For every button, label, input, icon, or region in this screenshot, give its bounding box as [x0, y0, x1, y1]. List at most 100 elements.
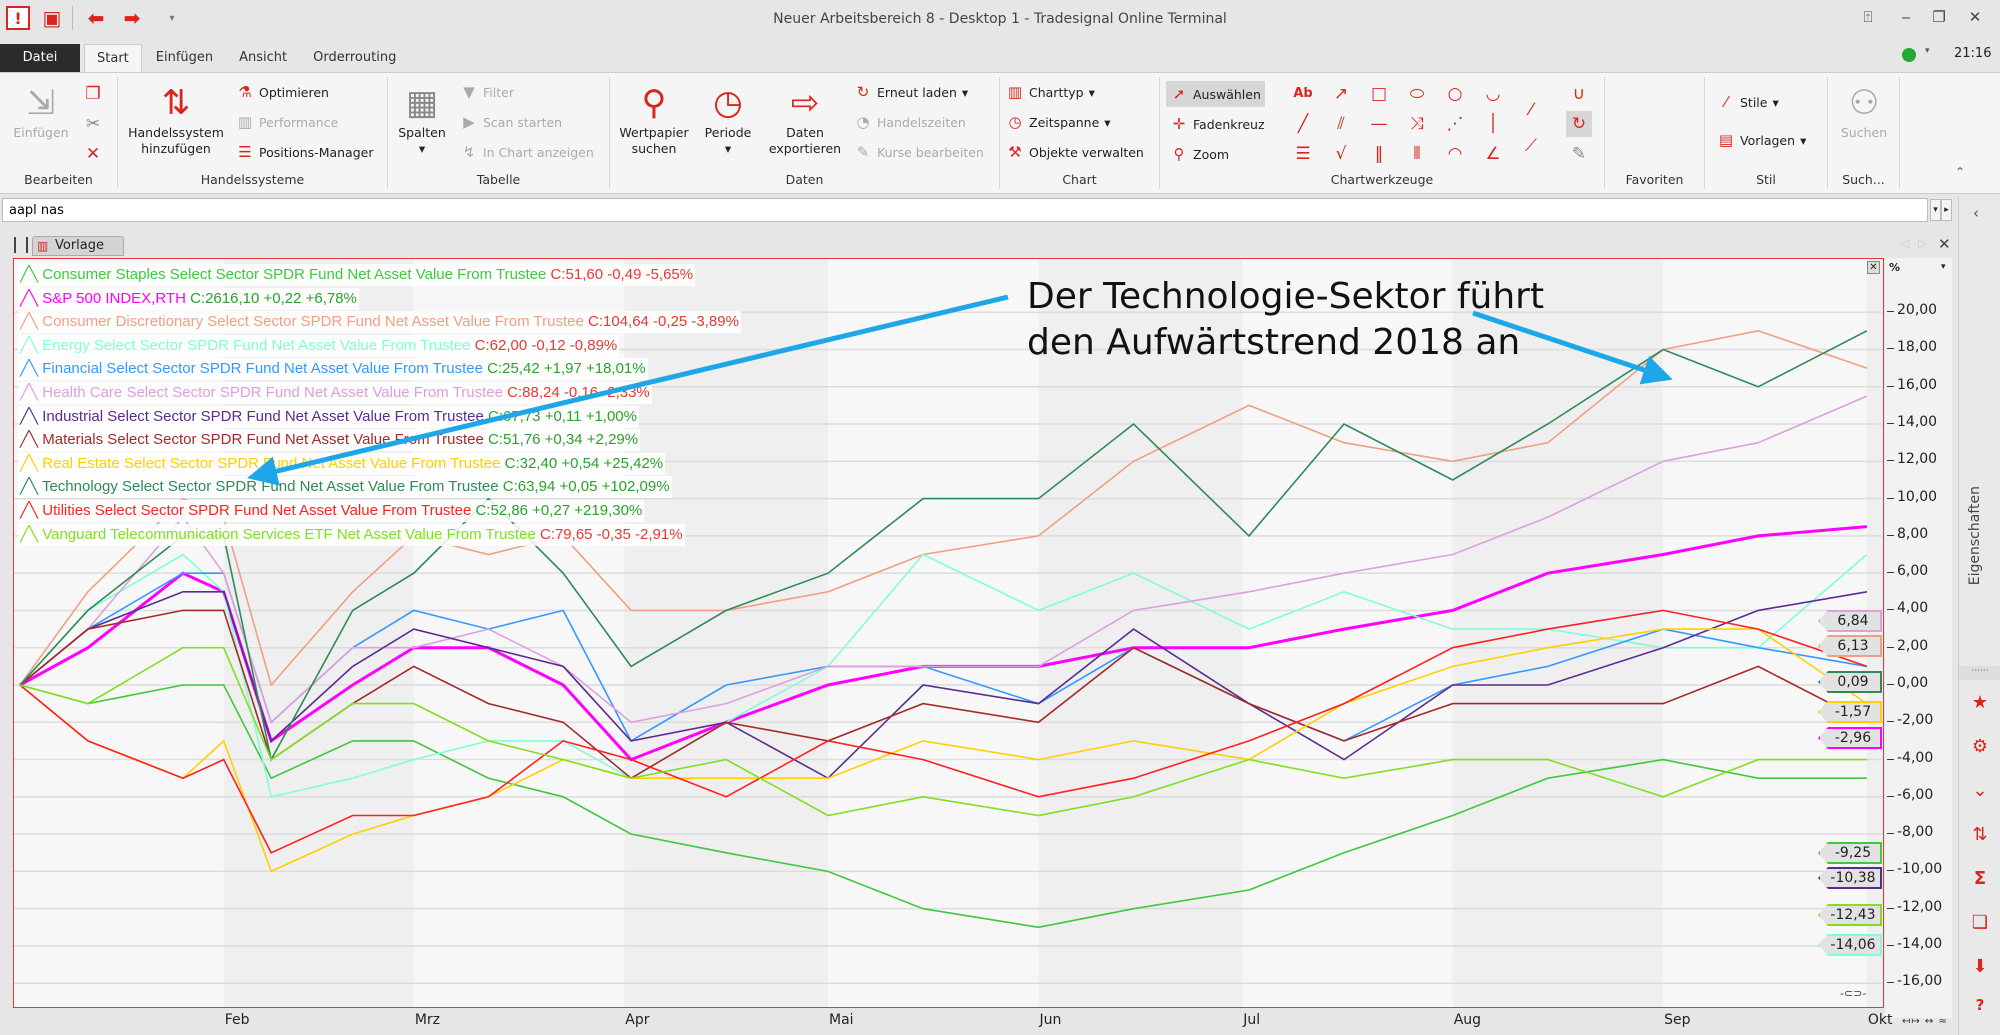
copy-chart-icon[interactable]: ❏: [1971, 912, 1989, 933]
status-dropdown-icon[interactable]: ▾: [1925, 46, 1930, 56]
performance-button[interactable]: ▥ Performance: [236, 111, 338, 133]
fibonacci-arc-icon[interactable]: ◠: [1447, 144, 1463, 164]
legend-item[interactable]: ╱╲ Consumer Discretionary Select Sector …: [18, 311, 741, 334]
time-zones-icon[interactable]: ⦀: [1413, 144, 1421, 164]
tab-einfuegen[interactable]: Einfügen: [155, 50, 214, 65]
parallel-tool-icon[interactable]: ⫽: [1337, 114, 1345, 134]
series-line[interactable]: [19, 590, 1868, 780]
series-line[interactable]: [19, 646, 1867, 817]
legend-item[interactable]: ╱╲ Vanguard Telecommunication Services E…: [18, 523, 685, 546]
restore-button[interactable]: ❐: [1932, 8, 1946, 26]
legend-item[interactable]: ╱╲ Energy Select Sector SPDR Fund Net As…: [18, 334, 620, 357]
select-tool-button[interactable]: ➚ Auswählen: [1166, 81, 1265, 107]
link-icon[interactable]: -⊂⊃-: [1840, 987, 1867, 1000]
series-line[interactable]: [19, 684, 1867, 929]
period-button[interactable]: ◷ Periode ▾: [698, 81, 758, 157]
y-axis[interactable]: % ▾ 20,00 18,00 16,00 14,00 12,00 10,00 8,00 6,…: [1885, 258, 1952, 1018]
timespan-button[interactable]: ◷ Zeitspanne ▾: [1006, 111, 1110, 133]
close-chart-icon[interactable]: ✕: [1938, 235, 1951, 253]
channel-tool-icon[interactable]: ⤨: [1410, 114, 1424, 134]
filter-button[interactable]: ▼ Filter: [460, 81, 514, 103]
legend-item[interactable]: ╱╲ Real Estate Select Sector SPDR Fund N…: [18, 452, 666, 475]
line-tool-icon[interactable]: ╱: [1297, 114, 1309, 134]
legend-item[interactable]: ╱╲ Industrial Select Sector SPDR Fund Ne…: [18, 405, 639, 428]
pause-icon[interactable]: [14, 237, 28, 253]
search-options-button[interactable]: ▸: [1941, 199, 1952, 221]
symbol-search-input[interactable]: [2, 198, 1928, 222]
tab-orderrouting[interactable]: Orderrouting: [313, 50, 397, 65]
favorite-star-icon[interactable]: ★: [1971, 692, 1989, 713]
cut-icon[interactable]: ✂: [85, 114, 101, 134]
forward-icon[interactable]: ➡: [123, 6, 141, 30]
tab-ansicht[interactable]: Ansicht: [239, 50, 288, 65]
sum-icon[interactable]: Σ: [1973, 868, 1987, 889]
legend-item[interactable]: ╱╲ Health Care Select Sector SPDR Fund N…: [18, 382, 652, 404]
arc-tool-icon[interactable]: ◡: [1485, 84, 1501, 104]
reload-button[interactable]: ↻ Erneut laden ▾: [854, 81, 969, 103]
indicator-icon[interactable]: ⌄: [1972, 780, 1988, 801]
redraw-icon[interactable]: ↻: [1566, 111, 1592, 137]
next-icon[interactable]: ▷: [1918, 236, 1928, 250]
expand-sidebar-icon[interactable]: ‹: [1973, 204, 1979, 222]
series-line[interactable]: [19, 330, 1868, 762]
series-line[interactable]: [19, 553, 1868, 798]
scan-start-button[interactable]: ▶ Scan starten: [460, 111, 562, 133]
copy-icon[interactable]: ❐: [85, 84, 101, 104]
zoom-button[interactable]: ⚲ Zoom: [1170, 143, 1230, 165]
chart-type-button[interactable]: ▥ Charttyp ▾: [1007, 83, 1095, 101]
search-dropdown-button[interactable]: ▾: [1930, 199, 1941, 221]
horizontal-line-icon[interactable]: —: [1370, 114, 1388, 134]
legend-item[interactable]: ╱╲ Financial Select Sector SPDR Fund Net…: [18, 358, 648, 381]
trading-system-sidebar-icon[interactable]: ⇅: [1972, 824, 1988, 845]
app-logo-icon[interactable]: !: [6, 6, 30, 30]
chart-plot-area[interactable]: ╱╲ Consumer Staples Select Sector SPDR F…: [13, 258, 1884, 1008]
vertical-line-icon[interactable]: │: [1487, 114, 1499, 134]
pitchfork-icon[interactable]: ⟋: [1525, 136, 1537, 156]
customize-icon[interactable]: ▾: [169, 12, 175, 24]
gann-line-icon[interactable]: ⁄: [1529, 100, 1533, 120]
paste-button[interactable]: ⇲ Einfügen: [8, 81, 74, 141]
horizontal-lines-icon[interactable]: ☰: [1295, 144, 1311, 164]
search-button[interactable]: ⚇ Suchen: [1832, 81, 1896, 141]
legend-item[interactable]: ╱╲ Utilities Select Sector SPDR Fund Net…: [18, 500, 645, 522]
axis-menu-icon[interactable]: ▾: [1941, 262, 1946, 272]
properties-panel-tab[interactable]: Eigenschaften: [1967, 486, 1983, 586]
show-in-chart-button[interactable]: ↯ In Chart anzeigen: [460, 141, 594, 163]
tab-vorlage[interactable]: ▥ Vorlage: [32, 236, 124, 256]
magnet-icon[interactable]: ∪: [1572, 84, 1586, 104]
export-data-button[interactable]: ⇨ Daten exportieren: [762, 81, 848, 157]
templates-button[interactable]: ▤ Vorlagen ▾: [1718, 131, 1807, 149]
optimize-button[interactable]: ⚗ Optimieren: [236, 81, 329, 103]
legend-item[interactable]: ╱╲ Materials Select Sector SPDR Fund Net…: [18, 429, 641, 452]
series-line[interactable]: [19, 609, 1868, 780]
download-template-icon[interactable]: ⬇: [1972, 956, 1988, 977]
trading-hours-button[interactable]: ◔ Handelszeiten: [854, 111, 965, 133]
gann-tool-icon[interactable]: ∠: [1485, 144, 1501, 164]
legend-item[interactable]: ╱╲ Consumer Staples Select Sector SPDR F…: [18, 264, 696, 286]
rectangle-tool-icon[interactable]: □: [1370, 84, 1388, 104]
security-search-button[interactable]: ⚲ Wertpapier suchen: [614, 81, 694, 157]
prev-icon[interactable]: ◁: [1900, 236, 1910, 250]
settings-gear-icon[interactable]: ⚙: [1971, 736, 1989, 757]
text-tool-icon[interactable]: Ab: [1293, 86, 1313, 101]
positions-manager-button[interactable]: ☰ Positions-Manager: [236, 141, 373, 163]
erase-icon[interactable]: ✎: [1571, 144, 1587, 164]
manage-objects-button[interactable]: ⚒ Objekte verwalten: [1006, 141, 1144, 163]
series-line[interactable]: [19, 609, 1868, 854]
close-button[interactable]: ✕: [1968, 8, 1982, 26]
close-legend-icon[interactable]: ✕: [1867, 261, 1880, 274]
crosshair-button[interactable]: ✛ Fadenkreuz: [1170, 113, 1265, 135]
minimize-button[interactable]: ‒: [1901, 8, 1911, 26]
save-icon[interactable]: ▣: [42, 6, 62, 30]
back-icon[interactable]: ⬅: [87, 6, 105, 30]
cycle-lines-icon[interactable]: ‖: [1374, 144, 1384, 164]
edit-prices-button[interactable]: ✎ Kurse bearbeiten: [854, 141, 984, 163]
add-trading-system-button[interactable]: ⇅ Handelssystem hinzufügen: [122, 81, 230, 157]
styles-button[interactable]: ⁄ Stile ▾: [1717, 91, 1779, 113]
axis-scale-buttons[interactable]: ↤↦ ↔ ≈: [1902, 1016, 1948, 1027]
circle-tool-icon[interactable]: ○: [1447, 84, 1463, 104]
ellipse-tool-icon[interactable]: ⬭: [1409, 84, 1425, 104]
connection-status-icon[interactable]: [1902, 48, 1916, 62]
tab-start[interactable]: Start: [84, 44, 142, 72]
legend-item[interactable]: ╱╲ Technology Select Sector SPDR Fund Ne…: [18, 476, 672, 499]
